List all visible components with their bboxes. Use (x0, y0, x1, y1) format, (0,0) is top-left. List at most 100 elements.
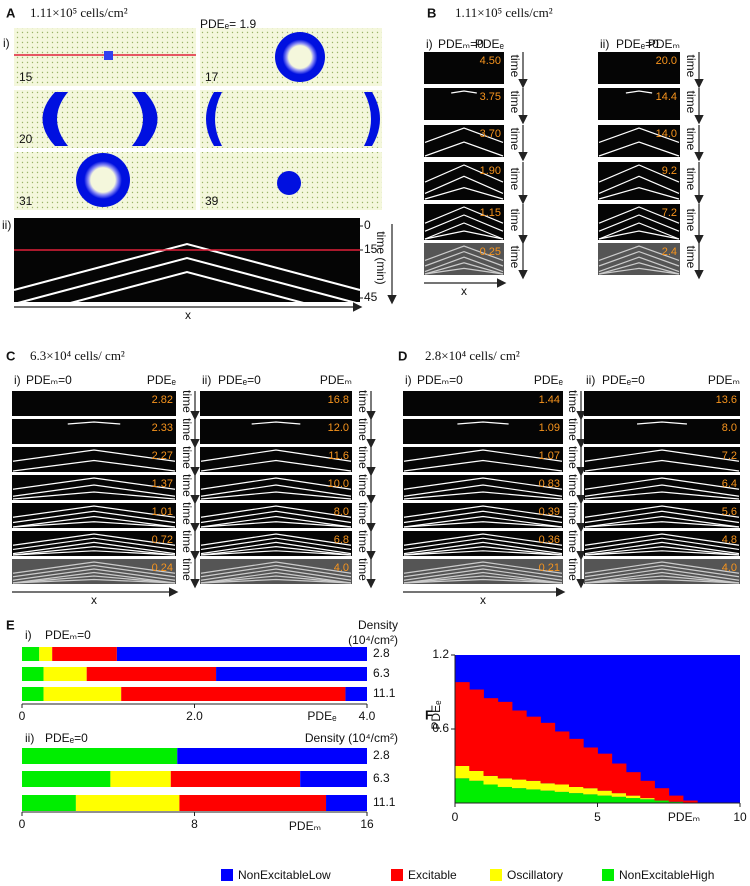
wave-front (598, 175, 680, 194)
row-label: 6.3 (373, 666, 390, 680)
kymograph (424, 88, 504, 120)
parameter-value: 0.36 (539, 534, 560, 546)
wave-front (584, 575, 740, 584)
area-step (640, 799, 655, 803)
parameter-value: 6.8 (334, 534, 349, 546)
wave-front (403, 533, 563, 546)
area-step (512, 788, 527, 803)
time-label: time (566, 530, 580, 553)
area-step (611, 793, 627, 797)
kymograph (403, 391, 563, 416)
ring (275, 32, 325, 82)
x-axis-label: PDEₘ (289, 819, 321, 833)
kymograph (598, 88, 680, 120)
wave-front (584, 459, 740, 472)
wave-front (12, 545, 176, 556)
sub-label: ii) (600, 37, 609, 51)
area-step (526, 780, 541, 790)
wave-front (200, 477, 352, 490)
kymograph (403, 419, 563, 444)
wave-front (584, 521, 740, 528)
parameter-value: 4.0 (722, 562, 737, 574)
wave-front (403, 510, 563, 524)
parameter-value: 12.0 (328, 422, 349, 434)
x-tick-label: 10 (733, 810, 747, 824)
wave-front (13, 256, 361, 305)
wave-front (12, 521, 176, 528)
frames (14, 28, 382, 210)
legend-units: (10⁴/cm²) (348, 633, 398, 647)
wave-front (12, 578, 176, 584)
bar-segment (177, 748, 367, 764)
area-step (497, 778, 513, 787)
wave-front (403, 491, 563, 500)
wave-front (200, 505, 352, 518)
wave-front (598, 230, 680, 240)
time-label: time (356, 390, 370, 413)
bar-segment (22, 795, 76, 811)
area-step (611, 763, 627, 794)
bar-segment (110, 771, 171, 787)
sub-label: i) (14, 373, 21, 387)
parameter-value: 0.83 (539, 478, 560, 490)
parameter-value: 1.07 (539, 450, 560, 462)
y-axis-label: PDEₑ (429, 700, 443, 730)
density: 6.3×10⁴ cells/ cm² (30, 348, 125, 363)
frame (14, 90, 196, 148)
varied-parameter: PDEₑ (475, 37, 505, 51)
wave-front (200, 550, 352, 556)
wave-front (598, 262, 680, 275)
x-tick-label: 16 (360, 817, 374, 831)
wave-front (403, 505, 563, 518)
parameter-value: 1.09 (539, 422, 560, 434)
wave-front (200, 541, 352, 555)
wave-front (12, 550, 176, 556)
fixed-parameter: PDEₘ=0 (26, 373, 72, 387)
wave-front (67, 421, 121, 425)
area-step (654, 788, 670, 801)
wave-front (424, 127, 504, 143)
frame-label: 31 (19, 194, 33, 208)
time-label: time (566, 446, 580, 469)
panel-label: F (425, 707, 433, 722)
area-step (583, 794, 598, 803)
area-step (526, 716, 541, 781)
fixed-parameter: PDEₑ=0 (602, 373, 645, 387)
time-label: time (356, 502, 370, 525)
area-step (483, 775, 499, 785)
wave-front (200, 578, 352, 584)
wave-front (200, 449, 352, 462)
time-label: time (min) (374, 231, 388, 284)
wave-front (451, 90, 477, 94)
wave-front (251, 421, 301, 425)
wave-front (598, 267, 680, 275)
wave-front (584, 571, 740, 584)
frame-label: 17 (205, 70, 219, 84)
area-step (554, 731, 570, 785)
wave-front (12, 510, 176, 524)
density: 1.11×10⁵ cells/cm² (455, 5, 553, 20)
parameter-value: 3.70 (480, 128, 501, 140)
sub-label: ii) (2, 218, 11, 232)
frame-label: 39 (205, 194, 219, 208)
wave-front (12, 515, 176, 528)
bar-segment (116, 647, 367, 661)
legend-label: Oscillatory (507, 868, 563, 882)
parameter-value: 4.0 (334, 562, 349, 574)
wave-front (584, 550, 740, 556)
bar-segment (75, 795, 180, 811)
fixed-parameter: PDEₑ=0 (616, 37, 659, 51)
area-step (640, 798, 655, 800)
wave-front (200, 491, 352, 500)
wave-front (424, 141, 504, 157)
wave-front (12, 459, 176, 472)
row-label: 6.3 (373, 771, 390, 785)
area-step (583, 788, 598, 795)
wave-front (584, 510, 740, 524)
wave-front (403, 521, 563, 528)
area-step (483, 784, 499, 803)
ring (76, 153, 130, 207)
bar-segment (52, 647, 117, 661)
area-step (626, 798, 641, 803)
